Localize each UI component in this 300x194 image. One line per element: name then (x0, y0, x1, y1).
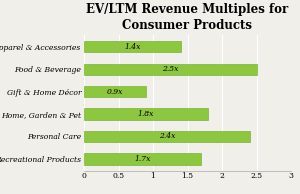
Title: EV/LTM Revenue Multiples for
Consumer Products: EV/LTM Revenue Multiples for Consumer Pr… (86, 3, 289, 32)
Bar (84, 86, 146, 97)
Bar (84, 41, 181, 52)
Text: 1.7x: 1.7x (134, 155, 151, 163)
Text: 2.5x: 2.5x (162, 65, 178, 73)
Bar (84, 108, 208, 120)
Bar (84, 153, 201, 165)
Text: 2.4x: 2.4x (159, 133, 175, 140)
Text: 1.4x: 1.4x (124, 43, 140, 51)
Bar (84, 131, 250, 142)
Text: 0.9x: 0.9x (107, 88, 123, 96)
Text: 1.8x: 1.8x (138, 110, 154, 118)
Bar (84, 64, 256, 75)
